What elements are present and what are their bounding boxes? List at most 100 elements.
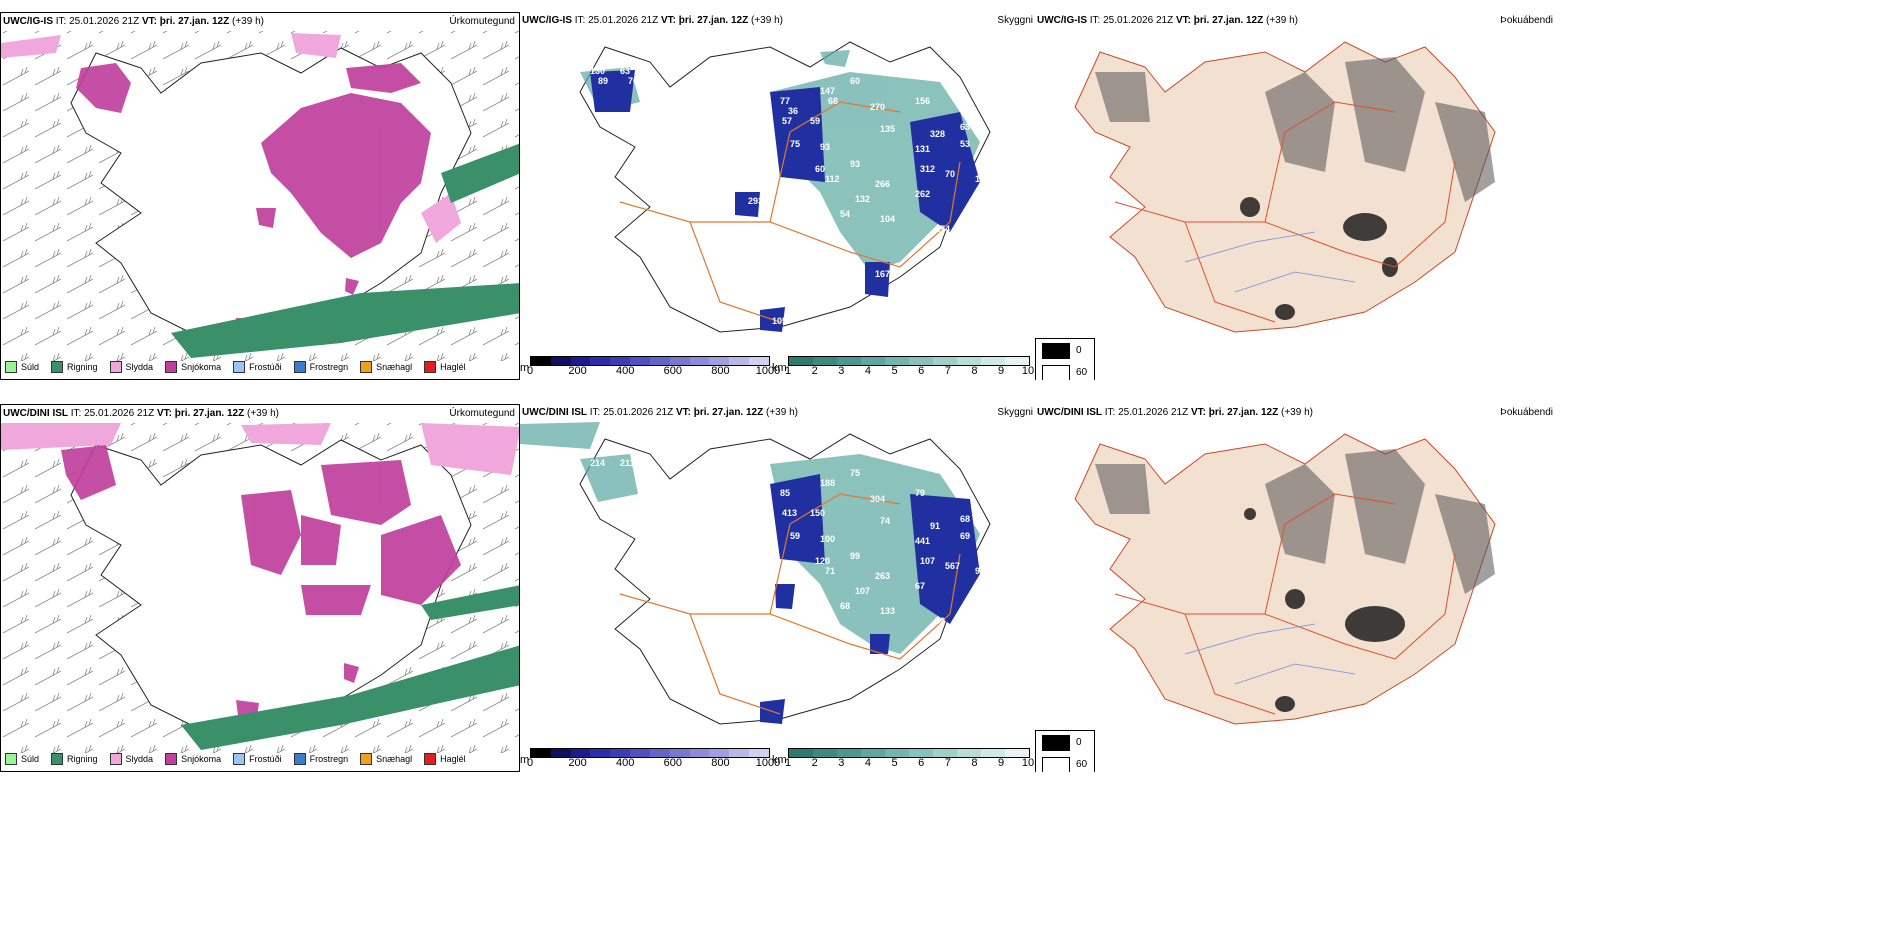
legend-swatch (5, 361, 17, 373)
header-row1-fog: UWC/IG-IS IT: 25.01.2026 21Z VT: þri. 27… (1037, 15, 1298, 26)
legend-swatch (360, 361, 373, 373)
legend-swatch (51, 753, 64, 765)
cloud-base-value: 68 (828, 96, 838, 106)
cloud-base-value: 75 (790, 139, 800, 149)
colorbar-segment (861, 749, 885, 757)
rivers (1184, 231, 1356, 293)
cloud-base-value: 105 (772, 316, 787, 326)
cloud-base-value: 147 (820, 86, 835, 96)
legend-swatch (109, 753, 122, 765)
rivers (1184, 623, 1356, 685)
cloud-base-value: 262 (915, 189, 930, 199)
legend-swatch (5, 753, 17, 765)
precip-panel-title: Úrkomutegund (449, 408, 515, 419)
fog-map (1074, 433, 1496, 725)
header-row2: UWC/DINI ISL IT: 25.01.2026 21Z VT: þri.… (3, 408, 279, 419)
legend-item: Súld (5, 753, 39, 765)
colorbar-segment (981, 357, 1005, 365)
cloud-base-value: 60 (815, 164, 825, 174)
cloud-base-value: 214 (590, 458, 605, 468)
cloud-base-value: 312 (920, 164, 935, 174)
precip-panel-title: Úrkomutegund (449, 16, 515, 27)
header-row1-vis: UWC/IG-IS IT: 25.01.2026 21Z VT: þri. 27… (522, 15, 783, 26)
legend-item: Slydda (109, 753, 153, 765)
colorbar-segment (649, 357, 670, 365)
colorbar-segment (813, 749, 837, 757)
colorbar-segment (861, 357, 885, 365)
cloud-base-value: 54 (840, 209, 850, 219)
colorbar-strip (788, 356, 1030, 366)
cloud-base-value: 89 (598, 76, 608, 86)
colorbar-unit: km (772, 362, 787, 374)
cloud-base-value: 263 (875, 571, 890, 581)
sleet-areas (1, 33, 461, 243)
legend-item: Snjókoma (165, 361, 221, 373)
fog-key: 0 60 (1035, 730, 1095, 772)
legend-item: Frostregn (293, 361, 348, 373)
cloud-base-value: 174 (935, 224, 950, 234)
cloud-base-value: 156 (915, 96, 930, 106)
colorbar-segment (590, 357, 611, 365)
legend-item: Haglél (424, 361, 466, 373)
legend-item: Frostregn (293, 753, 348, 765)
fog-key-swatch (1042, 757, 1070, 772)
colorbar-segment (590, 749, 611, 757)
legend-item: Snæhagl (360, 753, 412, 765)
precip-legend: Súld Rigning Slydda Snjókoma Frostúði Fr… (5, 361, 474, 373)
colorbar-segment (649, 749, 670, 757)
colorbar-segment (570, 357, 591, 365)
cloud-base-value: 63 (960, 122, 970, 132)
colorbar-segment (531, 749, 551, 757)
cloud-base-value: 85 (780, 488, 790, 498)
cloud-base-value: 104 (880, 214, 895, 224)
fog-panel-row1: UWC/IG-IS IT: 25.01.2026 21Z VT: þri. 27… (1035, 12, 1555, 380)
road-network (619, 101, 961, 323)
legend-item: Frostúði (233, 361, 282, 373)
legend-swatch (109, 361, 122, 373)
colorbar-strip (788, 748, 1030, 758)
snow-areas (61, 445, 461, 723)
cloud-base-labels: 214 211 85 188 75 274 413 150 304 79 59 100 74 91 68 12… (590, 454, 985, 671)
colorbar-segment (669, 749, 690, 757)
colorbar-segment (531, 357, 551, 365)
colorbar-segment (813, 357, 837, 365)
colorbar-segment (610, 749, 631, 757)
legend-item: Rigning (51, 361, 98, 373)
fog-key: 0 60 (1035, 338, 1095, 380)
cloud-base-value: 46 (875, 661, 885, 671)
road-network (1114, 101, 1456, 323)
colorbar-segment (749, 357, 769, 365)
fog-shading (1095, 449, 1495, 594)
cloud-base-value: 135 (880, 124, 895, 134)
cloud-base-value: 52 (935, 616, 945, 626)
cloud-base-value: 75 (850, 468, 860, 478)
colorbar-segment (729, 749, 750, 757)
cloud-base-value: 567 (945, 561, 960, 571)
legend-item: Súld (5, 361, 39, 373)
visibility-map: 130 63 77 147 60 99 57 59 270 156 75 93 135 328 63 60 93… (579, 41, 991, 333)
cloud-base-value: 71 (825, 566, 835, 576)
colorbar-segment (610, 357, 631, 365)
precip-panel-row1: UWC/IG-IS IT: 25.01.2026 21Z VT: þri. 27… (0, 12, 520, 380)
fog-key-swatch (1042, 365, 1070, 380)
dense-fog (1240, 197, 1398, 320)
cloud-base-labels: 130 63 77 147 60 99 57 59 270 156 75 93 135 328 63 60 93… (590, 62, 990, 326)
cloud-base-value: 93 (850, 159, 860, 169)
colorbar-segment (570, 749, 591, 757)
colorbar-segment (933, 357, 957, 365)
legend-item: Haglél (424, 753, 466, 765)
visibility-colorbar: km 1 2 3 4 5 6 7 8 9 10 (772, 748, 1034, 772)
colorbar-segment (981, 749, 1005, 757)
cloud-base-value: 107 (920, 556, 935, 566)
cloud-base-value: 53 (960, 139, 970, 149)
colorbar-segment (689, 749, 710, 757)
cloud-base-value: 188 (820, 478, 835, 488)
legend-swatch (233, 753, 246, 765)
colorbar-segment (550, 749, 571, 757)
cloud-base-value: 100 (820, 534, 835, 544)
road-network (619, 493, 961, 715)
visibility-map: 214 211 85 188 75 274 413 150 304 79 59 100 74 91 68 12… (520, 422, 991, 725)
fog-key-swatch (1042, 735, 1070, 751)
fog-panel-row2: UWC/DINI ISL IT: 25.01.2026 21Z VT: þri.… (1035, 404, 1555, 772)
colorbar-unit: m (520, 362, 530, 374)
